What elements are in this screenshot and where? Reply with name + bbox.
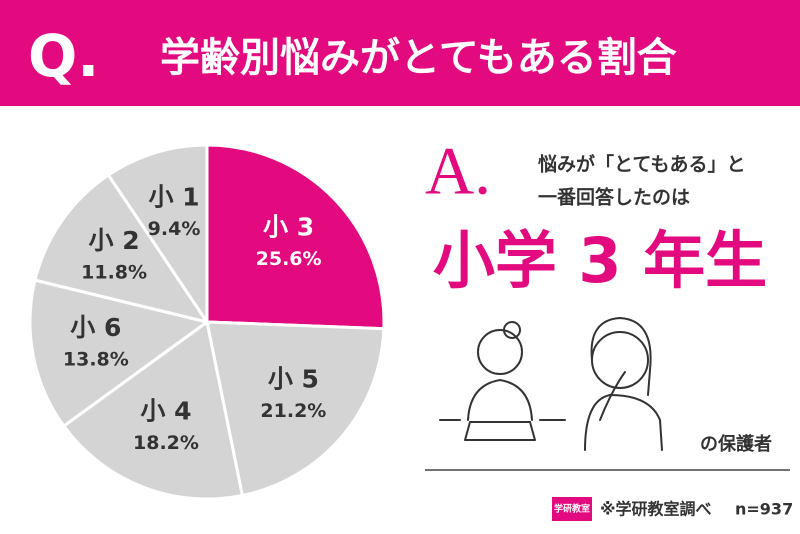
pie-slice: [205, 143, 386, 331]
slice-label: 小 1: [148, 183, 199, 212]
value-label: 13.8%: [63, 348, 129, 370]
answer-line: 悩みが「とてもある」と: [538, 153, 745, 176]
pie-slice: [33, 172, 211, 325]
slice-label: 小 5: [268, 364, 319, 393]
child-head: [477, 329, 523, 375]
pie-slice: [28, 278, 211, 429]
header-title: 学齢別悩みがとてもある割合: [160, 35, 677, 81]
answer-caption: の保護者: [700, 433, 772, 455]
child-body: [467, 379, 533, 421]
illustration: [425, 317, 790, 471]
source: ※学研教室調べ: [600, 500, 712, 519]
sample-size: n=937: [735, 500, 793, 519]
header-band: [0, 0, 800, 106]
value-label: 21.2%: [260, 400, 326, 422]
pie: 小 3 25.6% 小 5 21.2% 小 4 18.2% 小 6 13.8% 小 2 11.8%…: [28, 143, 386, 501]
pie-slice: [205, 320, 386, 498]
slice-label: 小 6: [70, 313, 121, 342]
child-bun: [503, 321, 521, 339]
pie-slice: [106, 143, 209, 327]
notebook: [464, 421, 536, 441]
parent-hand: [599, 371, 626, 421]
logo: 学研教室: [554, 503, 590, 515]
value-label: 9.4%: [148, 218, 201, 240]
logo-box: [552, 497, 592, 521]
slice-label: 小 2: [89, 226, 140, 255]
value-label: 11.8%: [81, 262, 147, 284]
parent-hair: [590, 317, 652, 396]
answer-highlight: 小学 3 年生: [433, 224, 767, 297]
answer-line: 一番回答したのは: [538, 186, 690, 209]
value-label: 25.6%: [256, 248, 322, 270]
value-label: 18.2%: [133, 432, 199, 454]
slice-label: 小 3: [263, 212, 314, 241]
parent-body: [584, 394, 663, 451]
pie-slice: [61, 319, 245, 501]
slice-label: 小 4: [140, 397, 191, 426]
a-mark: A.: [425, 133, 491, 209]
q-mark: Q.: [28, 22, 99, 90]
